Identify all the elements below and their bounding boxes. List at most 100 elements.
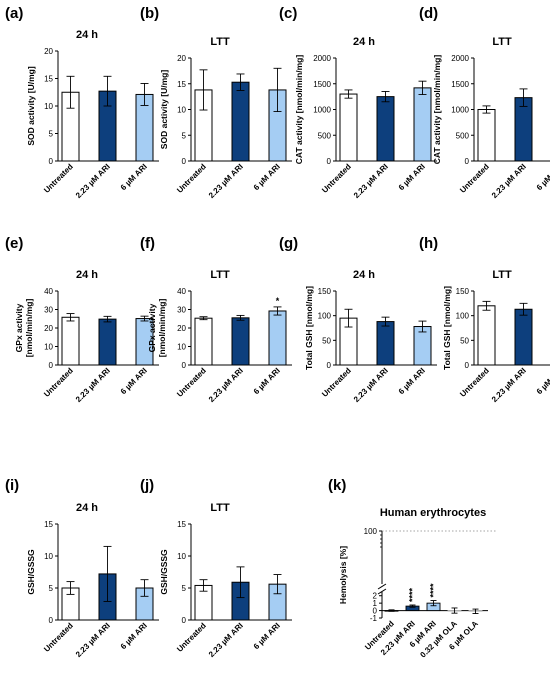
x-tick-label: Untreated (458, 162, 491, 195)
x-tick-label: Untreated (458, 366, 491, 399)
y-tick-label: 5 (182, 584, 187, 593)
axis-break-mark (377, 588, 387, 595)
y-tick-label: 0 (373, 607, 378, 616)
x-tick-label: 6 µM ARI (397, 162, 427, 192)
y-tick-label: 5 (49, 130, 54, 139)
significance-marker: **** (408, 587, 418, 602)
y-tick-label: 2000 (451, 54, 469, 63)
bar (61, 316, 80, 366)
bar (514, 97, 533, 162)
y-axis-label: Total GSH [nmol/mg] (442, 286, 452, 370)
bar (376, 96, 395, 162)
y-axis-label: Hemolysis [%] (338, 546, 348, 604)
panel-title: LTT (210, 36, 230, 48)
panel-f: (f) LTT 0 10 20 30 40 GPx activity [nmol/min/mg]… (140, 235, 292, 404)
y-tick-label: 20 (177, 324, 186, 333)
x-tick-label: Untreated (42, 366, 75, 399)
y-tick-label: 10 (44, 102, 53, 111)
y-axis-label: CAT activity [nmol/min/mg] (294, 55, 304, 165)
axis-break-mark (377, 583, 387, 590)
y-tick-label: 10 (177, 552, 186, 561)
y-axis-label: [nmol/min/mg] (157, 299, 167, 358)
panel-title: 24 h (353, 36, 375, 48)
x-tick-label: 6 µM ARI (535, 366, 550, 396)
y-axis-label: GSH/GSSG (159, 549, 169, 595)
y-axis-label: SOD activity [U/mg] (159, 70, 169, 150)
y-tick-label: 30 (44, 306, 53, 315)
x-tick-label: Untreated (175, 621, 208, 654)
y-tick-label: 40 (177, 287, 186, 296)
y-tick-label: 30 (177, 306, 186, 315)
y-axis-label: GPx activity (14, 303, 24, 352)
x-tick-label: 2.23 µM ARI (74, 621, 112, 659)
x-tick-label: Untreated (175, 162, 208, 195)
panel-title: Human erythrocytes (380, 507, 486, 519)
panel-letter: (g) (279, 235, 298, 252)
bar (268, 310, 287, 366)
y-tick-label: 1000 (313, 106, 331, 115)
bar (98, 318, 117, 366)
y-tick-label: 2000 (313, 54, 331, 63)
panel-letter: (e) (5, 235, 23, 252)
x-tick-label: 2.23 µM ARI (490, 366, 528, 404)
y-axis-label: SOD activity [U/mg] (26, 66, 36, 146)
bar (376, 321, 395, 366)
x-tick-label: 2.23 µM ARI (490, 162, 528, 200)
y-tick-label: 0 (182, 361, 187, 370)
y-tick-label: 0 (465, 361, 470, 370)
panel-c: (c) 24 h 0 500 1000 1500 2000 CAT activity [nmo… (279, 5, 437, 200)
x-tick-label: 6 µM ARI (252, 366, 282, 396)
y-tick-label: 10 (177, 343, 186, 352)
y-tick-label: 50 (322, 336, 331, 345)
panel-letter: (j) (140, 477, 154, 494)
y-tick-label: 0 (49, 361, 54, 370)
y-tick-label: -1 (370, 614, 378, 623)
y-tick-label: 15 (177, 520, 186, 529)
x-tick-label: Untreated (42, 621, 75, 654)
x-tick-label: Untreated (320, 162, 353, 195)
panel-a: (a) 24 h 0 5 10 15 20 SOD activity [U/mg] Untrea… (5, 5, 159, 200)
panel-d: (d) LTT 0 500 1000 1500 2000 CAT activity [nmol… (419, 5, 550, 200)
x-tick-label: 6 µM ARI (397, 366, 427, 396)
panel-letter: (k) (328, 477, 346, 494)
y-axis-label: [nmol/min/mg] (24, 299, 34, 358)
panel-title: 24 h (76, 502, 98, 514)
y-tick-label: 20 (44, 324, 53, 333)
bar (477, 109, 496, 162)
y-tick-label: 1 (373, 599, 378, 608)
y-tick-label: 1500 (451, 80, 469, 89)
y-tick-label: 0 (182, 157, 187, 166)
y-axis-label: GPx activity (147, 303, 157, 352)
bar (339, 93, 358, 162)
x-tick-label: Untreated (320, 366, 353, 399)
y-tick-label: 0 (182, 616, 187, 625)
y-tick-label: 500 (318, 131, 332, 140)
y-axis-label: CAT activity [nmol/min/mg] (432, 55, 442, 165)
y-tick-label: 20 (177, 54, 186, 63)
significance-marker: **** (429, 583, 439, 598)
x-tick-label: Untreated (42, 162, 75, 195)
bar (413, 87, 432, 162)
x-tick-label: Untreated (175, 366, 208, 399)
panel-letter: (b) (140, 5, 159, 22)
x-tick-label: 2.23 µM ARI (207, 162, 245, 200)
panel-b: (b) LTT 0 5 10 15 20 SOD activity [U/mg] Untreat… (140, 5, 292, 200)
x-tick-label: 2.23 µM ARI (207, 621, 245, 659)
panel-letter: (h) (419, 235, 438, 252)
y-tick-label: 40 (44, 287, 53, 296)
panel-g: (g) 24 h 0 50 100 150 Total GSH [nmol/mg] Untre… (279, 235, 437, 404)
significance-marker: * (276, 296, 280, 306)
x-tick-label: 2.23 µM ARI (74, 162, 112, 200)
y-tick-label: 10 (44, 343, 53, 352)
y-tick-label: 0 (49, 157, 54, 166)
y-tick-label: 5 (49, 584, 54, 593)
y-tick-label: 15 (177, 80, 186, 89)
panel-letter: (f) (140, 235, 155, 252)
y-axis-label: Total GSH [nmol/mg] (304, 286, 314, 370)
y-tick-label: 5 (182, 131, 187, 140)
panel-h: (h) LTT 0 50 100 150 Total GSH [nmol/mg] Untrea… (419, 235, 550, 404)
